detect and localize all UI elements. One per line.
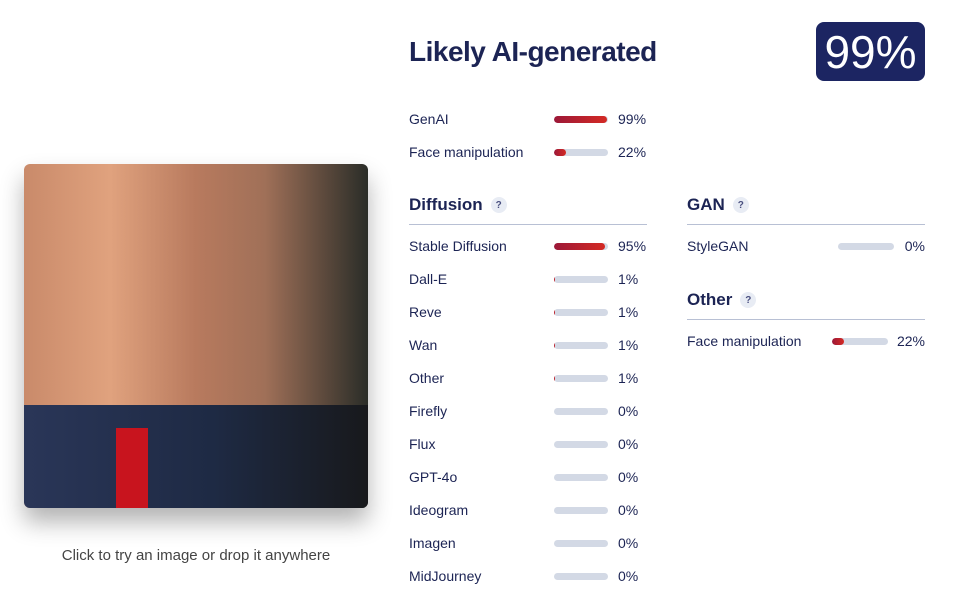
row-label: Stable Diffusion: [409, 238, 507, 254]
score-row: Dall-E 1%: [409, 269, 659, 289]
score-bar: [832, 338, 888, 345]
score-bar: [554, 408, 608, 415]
row-percent: 1%: [618, 304, 639, 320]
score-row: Imagen 0%: [409, 533, 659, 553]
image-shadow-region: [24, 404, 368, 508]
score-bar: [554, 474, 608, 481]
score-bar: [554, 276, 608, 283]
help-icon[interactable]: ?: [490, 197, 507, 213]
verdict-title: Likely AI-generated: [409, 36, 657, 67]
score-bar: [554, 342, 608, 349]
score-row: Firefly 0%: [409, 401, 659, 421]
row-percent: 0%: [618, 403, 639, 419]
help-icon[interactable]: ?: [732, 197, 749, 213]
row-percent: 99%: [618, 111, 647, 127]
section-gan-header: GAN?: [687, 195, 749, 215]
score-bar-fill: [554, 375, 555, 382]
score-bar-fill: [554, 116, 608, 123]
score-bar-fill: [832, 338, 845, 345]
row-label: Other: [409, 370, 445, 386]
help-icon[interactable]: ?: [740, 292, 757, 308]
score-row: Stable Diffusion 95%: [409, 236, 659, 256]
score-bar: [554, 573, 608, 580]
image-detail: [116, 428, 148, 508]
score-row: GPT-4o 0%: [409, 467, 659, 487]
row-label: StyleGAN: [687, 238, 749, 254]
row-label: Ideogram: [409, 502, 469, 518]
score-row: StyleGAN 0%: [687, 236, 937, 256]
score-row: Flux 0%: [409, 434, 659, 454]
row-label: Reve: [409, 304, 442, 320]
verdict-score-badge: 99%: [816, 22, 925, 81]
row-percent: 0%: [618, 469, 639, 485]
row-label: Face manipulation: [687, 333, 802, 349]
score-bar: [554, 375, 608, 382]
row-percent: 0%: [618, 502, 639, 518]
section-title: GAN: [687, 195, 725, 214]
row-label: Wan: [409, 337, 438, 353]
score-row: Ideogram 0%: [409, 500, 659, 520]
divider: [687, 319, 925, 320]
score-row: Face manipulation 22%: [687, 331, 937, 351]
row-percent: 1%: [618, 337, 639, 353]
row-percent: 0%: [618, 436, 639, 452]
score-bar-fill: [554, 309, 555, 316]
score-row: Wan 1%: [409, 335, 659, 355]
row-percent: 1%: [618, 370, 639, 386]
divider: [687, 224, 925, 225]
score-bar: [554, 540, 608, 547]
score-bar: [838, 243, 894, 250]
score-bar: [554, 441, 608, 448]
score-row: Other 1%: [409, 368, 659, 388]
row-percent: 22%: [896, 333, 925, 349]
score-bar: [554, 149, 608, 156]
score-bar-fill: [554, 276, 555, 283]
row-label: GenAI: [409, 111, 449, 127]
divider: [409, 224, 647, 225]
row-label: Face manipulation: [409, 144, 524, 160]
score-bar-fill: [554, 149, 566, 156]
uploaded-image[interactable]: [24, 164, 368, 508]
score-row: Reve 1%: [409, 302, 659, 322]
row-label: GPT-4o: [409, 469, 458, 485]
row-percent: 22%: [618, 144, 647, 160]
row-label: Firefly: [409, 403, 448, 419]
score-row: GenAI 99%: [409, 109, 659, 129]
row-percent: 1%: [618, 271, 639, 287]
section-title: Diffusion: [409, 195, 483, 214]
upload-hint[interactable]: Click to try an image or drop it anywher…: [61, 547, 331, 564]
section-diffusion-header: Diffusion?: [409, 195, 507, 215]
section-title: Other: [687, 290, 733, 309]
row-label: MidJourney: [409, 568, 482, 584]
score-row: MidJourney 0%: [409, 566, 659, 586]
row-percent: 0%: [618, 535, 639, 551]
row-label: Flux: [409, 436, 436, 452]
row-percent: 95%: [618, 238, 647, 254]
row-percent: 0%: [904, 238, 925, 254]
score-bar-fill: [554, 342, 555, 349]
row-label: Dall-E: [409, 271, 448, 287]
section-other-header: Other?: [687, 290, 757, 310]
score-bar-fill: [554, 243, 606, 250]
score-bar: [554, 309, 608, 316]
score-bar: [554, 243, 608, 250]
score-bar: [554, 507, 608, 514]
row-label: Imagen: [409, 535, 456, 551]
score-bar: [554, 116, 608, 123]
score-row: Face manipulation 22%: [409, 142, 659, 162]
row-percent: 0%: [618, 568, 639, 584]
